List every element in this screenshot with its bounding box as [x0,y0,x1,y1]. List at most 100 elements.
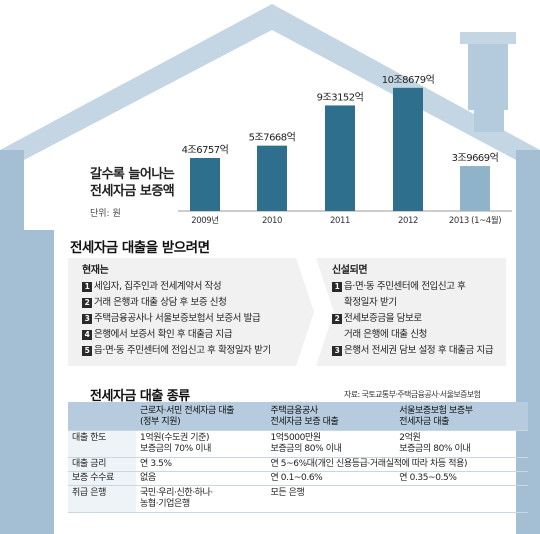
bar-4 [460,166,490,211]
step-text: 세입자, 집주인과 전세계약서 작성 [94,281,222,292]
table-cell: 연 0.1~0.6% [266,471,396,486]
table-row: 보증 수수료 없음 연 0.1~0.6% 연 0.35~0.5% [68,471,528,486]
table-cell: 국민·우리·신한·하나· 농협·기업은행 [136,485,267,513]
bar-3 [393,87,423,211]
table-cell: 없음 [136,471,267,486]
cell-line: 국민·우리·신한·하나· [140,488,213,498]
table-row: 취급 은행 국민·우리·신한·하나· 농협·기업은행 모든 은행 [68,485,528,513]
row-label: 대출 금리 [68,457,136,472]
chimney-front [474,44,504,132]
current-process: 현재는 1 세입자, 집주인과 전세계약서 작성 2 거래 은행과 대출 상담 후 … [82,263,271,359]
table-header: 주택금융공사 전세자금 보증 대출 [266,402,396,431]
cell-line: 보증금의 70% 이내 [140,444,212,454]
step-text: 전세보증금을 담보로 [344,313,422,324]
new-process-heading: 신설되면 [332,265,368,276]
step-text: 읍·면·동 주민센터에 전입신고 후 확정일자 받기 [94,345,271,356]
header-line: (정부 지원) [140,417,181,427]
new-step: 3 은행서 전세권 담보 설정 후 대출금 지급 [332,343,494,359]
table-cell: 연 3.5% [136,457,267,472]
cell-line: 2억원 [399,433,421,443]
step-text: 은행서 전세권 담보 설정 후 대출금 지급 [344,345,494,356]
table-cell: 연 5~6%대(개인 신용등급·거래실적에 따라 차등 적용) [266,457,528,472]
header-line: 전세자금 보증 대출 [270,417,339,427]
table-cell: 1억원(수도권 기준) 보증금의 70% 이내 [136,430,267,458]
tick-label-0: 2009년 [191,215,218,226]
table-cell: 1억5000만원 보증금의 80% 이내 [266,430,396,458]
step-text: 은행에서 보증서 확인 후 대출금 지급 [94,329,233,340]
cell-line: 1억5000만원 [270,433,321,443]
row-label: 취급 은행 [68,485,136,513]
table-row: 대출 한도 1억원(수도권 기준) 보증금의 70% 이내 1억5000만원 보증금… [68,430,528,458]
bar-0 [190,158,220,211]
process-title: 전세자금 대출을 받으려면 [70,240,210,256]
row-label: 대출 한도 [68,430,136,458]
value-label-4: 3조9669억 [452,152,499,164]
current-step: 2 거래 은행과 대출 상담 후 보증 신청 [82,295,271,311]
step-text: 주택금융공사나 서울보증보험서 보증서 발급 [94,313,261,324]
current-step-list: 1 세입자, 집주인과 전세계약서 작성 2 거래 은행과 대출 상담 후 보증 신… [82,279,271,359]
table-cell [395,485,528,513]
header-line: 주택금융공사 [270,406,318,416]
cell-line: 농협·기업은행 [140,499,190,509]
header-line: 근로자·서민 전세자금 대출 [140,406,235,416]
house-wall-left [0,150,24,534]
table-header: 근로자·서민 전세자금 대출 (정부 지원) [136,402,267,431]
step-number: 5 [82,346,92,356]
step-text: 읍·면·동 주민센터에 전입신고 후 [344,281,466,292]
cell-line: 보증금의 80% 이내 [270,444,342,454]
header-line: 전세자금 대출 [399,417,450,427]
value-label-3: 10조8679억 [382,74,435,86]
value-label-0: 4조6757억 [182,144,229,156]
chart-unit: 단위: 원 [90,209,121,219]
step-number: 1 [332,282,342,292]
new-process: 신설되면 1 읍·면·동 주민센터에 전입신고 후 확정일자 받기 2 전세보증금을… [332,263,494,359]
new-step-continuation: 확정일자 받기 [344,297,397,308]
current-step: 3 주택금융공사나 서울보증보험서 보증서 발급 [82,311,271,327]
loan-table-title: 전세자금 대출 종류 [90,389,190,404]
current-step: 5 읍·면·동 주민센터에 전입신고 후 확정일자 받기 [82,343,271,359]
new-step: 2 전세보증금을 담보로 [332,311,493,327]
new-step-continuation: 거래 은행에 대출 신청 [344,329,427,340]
table-cell: 연 0.35~0.5% [395,471,528,486]
value-label-2: 9조3152억 [317,91,364,103]
step-number: 2 [332,314,342,324]
bar-1 [257,145,287,211]
tick-label-2: 2011 [330,216,350,226]
value-label-1: 5조7668억 [249,132,296,144]
header-line: 서울보증보험 보증부 [399,406,473,416]
table-cell: 모든 은행 [266,485,396,513]
chart-title: 갈수록 늘어나는 전세자금 보증액 [90,166,175,200]
current-process-heading: 현재는 [82,265,109,276]
process-arrow [296,258,334,366]
chart-title-line-1: 갈수록 늘어나는 [90,167,175,182]
loan-table-source: 자료: 국토교통부·주택금융공사·서울보증보험 [344,390,481,399]
step-number: 2 [82,298,92,308]
step-text: 거래 은행과 대출 상담 후 보증 신청 [94,297,227,308]
tick-label-1: 2010 [262,216,282,226]
step-number: 4 [82,330,92,340]
process-panel-bg [68,258,506,366]
current-step: 1 세입자, 집주인과 전세계약서 작성 [82,279,271,295]
table-header-row: 근로자·서민 전세자금 대출 (정부 지원) 주택금융공사 전세자금 보증 대출 서… [68,402,528,431]
cell-line: 보증금의 80% 이내 [399,444,471,454]
tick-label-3: 2012 [398,216,418,226]
step-number: 1 [82,282,92,292]
chart-title-line-2: 전세자금 보증액 [90,184,175,199]
table-header: 서울보증보험 보증부 전세자금 대출 [395,402,528,431]
table-corner [68,402,136,431]
table-row: 대출 금리 연 3.5% 연 5~6%대(개인 신용등급·거래실적에 따라 차등… [68,457,528,472]
loan-table: 근로자·서민 전세자금 대출 (정부 지원) 주택금융공사 전세자금 보증 대출 서… [68,402,528,513]
bar-2 [325,105,355,211]
step-number: 3 [332,346,342,356]
cell-line: 1억원(수도권 기준) [140,433,210,443]
process-panel: 현재는 1 세입자, 집주인과 전세계약서 작성 2 거래 은행과 대출 상담 후 … [68,258,506,366]
new-step: 1 읍·면·동 주민센터에 전입신고 후 [332,279,493,295]
new-step-list: 1 읍·면·동 주민센터에 전입신고 후 확정일자 받기 2 전세보증금을 담보로 … [332,279,494,359]
chimney-cap [460,32,516,44]
table-cell: 2억원 보증금의 80% 이내 [395,430,528,458]
row-label: 보증 수수료 [68,471,136,486]
current-step: 4 은행에서 보증서 확인 후 대출금 지급 [82,327,271,343]
tick-label-4: 2013 (1~4월) [449,215,501,226]
step-number: 3 [82,314,92,324]
